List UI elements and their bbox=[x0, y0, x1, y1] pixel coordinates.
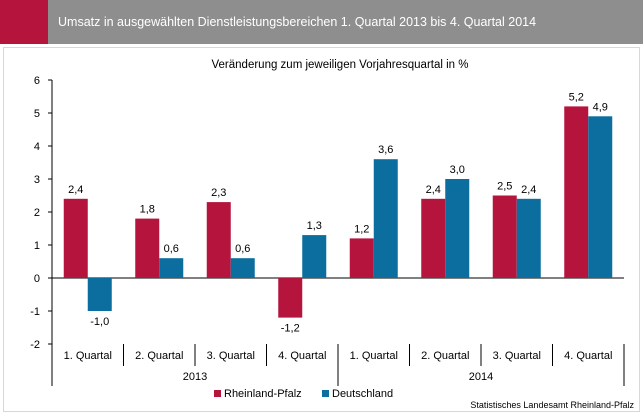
bar-deutschland bbox=[445, 179, 470, 278]
bar-deutschland bbox=[302, 235, 327, 278]
bar-deutschland bbox=[230, 258, 255, 278]
bar-rheinland-pfalz bbox=[206, 202, 231, 278]
year-label: 2014 bbox=[469, 371, 493, 383]
bar-deutschland bbox=[87, 278, 112, 311]
header: Umsatz in ausgewählten Dienstleistungsbe… bbox=[0, 0, 643, 44]
bar-rheinland-pfalz bbox=[63, 198, 88, 278]
data-label: 3,6 bbox=[378, 144, 393, 156]
chart-frame bbox=[3, 47, 640, 412]
x-tick-label: 1. Quartal bbox=[64, 350, 112, 362]
legend-swatch-deutschland bbox=[322, 390, 329, 397]
bar-rheinland-pfalz bbox=[135, 218, 160, 278]
bar-rheinland-pfalz bbox=[349, 238, 374, 278]
year-label: 2013 bbox=[183, 371, 207, 383]
data-label: 1,8 bbox=[140, 204, 155, 216]
x-tick-label: 4. Quartal bbox=[564, 350, 612, 362]
x-axis: 1. Quartal 2. Quartal 3. Quartal 4. Quartal… bbox=[51, 344, 625, 386]
data-label: 5,2 bbox=[569, 91, 584, 103]
header-accent bbox=[0, 0, 48, 44]
data-label: 2,4 bbox=[68, 184, 83, 196]
bar-rheinland-pfalz bbox=[421, 198, 446, 278]
x-tick-label: 2. Quartal bbox=[421, 350, 469, 362]
bar-deutschland bbox=[373, 159, 398, 278]
y-tick-label: 0 bbox=[34, 273, 40, 285]
bar-rheinland-pfalz bbox=[492, 195, 517, 278]
data-label: 2,4 bbox=[521, 184, 536, 196]
data-label: 1,2 bbox=[354, 223, 369, 235]
page-title: Umsatz in ausgewählten Dienstleistungsbe… bbox=[58, 15, 537, 29]
bar-deutschland bbox=[588, 116, 613, 278]
bars: 2,4 1,8 2,3 -1,2 1,2 2,4 2,5 5,2 -1,0 0,6 0,6 1,3 3,… bbox=[63, 91, 613, 335]
bar-rheinland-pfalz bbox=[564, 106, 589, 279]
data-label: 2,3 bbox=[211, 187, 226, 199]
data-label: 4,9 bbox=[593, 101, 608, 113]
data-label: 2,5 bbox=[497, 181, 512, 193]
y-tick-label: 3 bbox=[34, 174, 40, 186]
data-label: 0,6 bbox=[164, 243, 179, 255]
bar-deutschland bbox=[516, 198, 541, 278]
data-label: -1,2 bbox=[281, 323, 300, 335]
y-tick-label: -2 bbox=[30, 339, 40, 351]
source-note: Statistisches Landesamt Rheinland-Pfalz bbox=[470, 400, 634, 410]
x-tick-label: 4. Quartal bbox=[278, 350, 326, 362]
bar-rheinland-pfalz bbox=[278, 278, 303, 318]
legend-swatch-rheinland-pfalz bbox=[214, 390, 221, 397]
header-bar: Umsatz in ausgewählten Dienstleistungsbe… bbox=[48, 0, 643, 44]
y-tick-label: -1 bbox=[30, 306, 40, 318]
chart-title: Veränderung zum jeweiligen Vorjahresquar… bbox=[212, 59, 469, 71]
data-label: 0,6 bbox=[235, 243, 250, 255]
legend-label-rheinland-pfalz: Rheinland-Pfalz bbox=[224, 388, 302, 400]
y-tick-label: 1 bbox=[34, 240, 40, 252]
y-tick-label: 5 bbox=[34, 108, 40, 120]
legend: Rheinland-Pfalz Deutschland bbox=[214, 388, 393, 400]
data-label: -1,0 bbox=[90, 316, 109, 328]
x-tick-label: 1. Quartal bbox=[350, 350, 398, 362]
x-tick-label: 2. Quartal bbox=[135, 350, 183, 362]
data-label: 2,4 bbox=[426, 184, 441, 196]
y-tick-label: 6 bbox=[34, 75, 40, 87]
x-tick-label: 3. Quartal bbox=[493, 350, 541, 362]
y-tick-label: 4 bbox=[34, 141, 40, 153]
y-tick-label: 2 bbox=[34, 207, 40, 219]
bar-deutschland bbox=[159, 258, 184, 278]
legend-label-deutschland: Deutschland bbox=[332, 388, 393, 400]
data-label: 3,0 bbox=[450, 164, 465, 176]
x-tick-label: 3. Quartal bbox=[207, 350, 255, 362]
data-label: 1,3 bbox=[307, 220, 322, 232]
